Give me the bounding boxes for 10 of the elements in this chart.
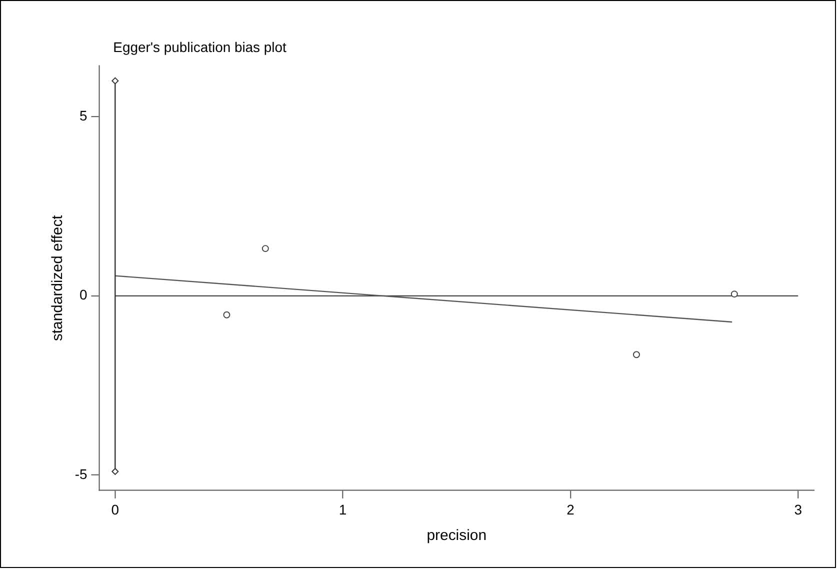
x-tick-label: 3	[794, 502, 802, 518]
y-tick-label: -5	[74, 466, 88, 482]
x-tick-label: 0	[111, 502, 120, 518]
y-axis-title: standardized effect	[48, 214, 66, 342]
x-tick-label: 2	[566, 502, 575, 518]
y-tick-label: 0	[79, 286, 88, 303]
y-tick-label: 5	[79, 108, 88, 124]
chart-title: Egger's publication bias plot	[113, 38, 287, 55]
x-axis-title: precision	[426, 527, 487, 544]
x-tick-label: 1	[338, 502, 347, 518]
